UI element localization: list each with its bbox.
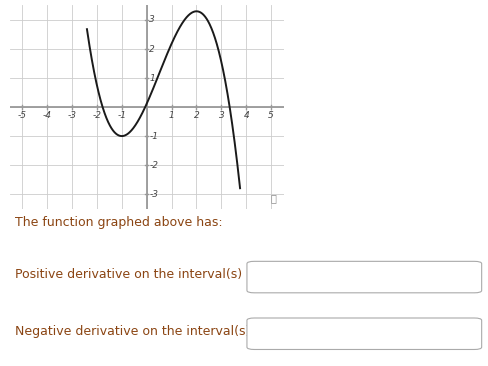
Text: 5: 5 bbox=[268, 111, 273, 120]
Text: Positive derivative on the interval(s): Positive derivative on the interval(s) bbox=[15, 268, 241, 281]
Text: -4: -4 bbox=[42, 111, 52, 120]
Text: -2: -2 bbox=[92, 111, 101, 120]
Text: -5: -5 bbox=[18, 111, 27, 120]
Text: Negative derivative on the interval(s): Negative derivative on the interval(s) bbox=[15, 325, 249, 338]
FancyBboxPatch shape bbox=[246, 261, 481, 293]
Text: 1: 1 bbox=[149, 74, 155, 83]
Text: The function graphed above has:: The function graphed above has: bbox=[15, 217, 222, 229]
Text: 1: 1 bbox=[168, 111, 174, 120]
Text: -3: -3 bbox=[67, 111, 76, 120]
Text: 2: 2 bbox=[149, 45, 155, 53]
Text: -1: -1 bbox=[149, 131, 158, 141]
Text: -2: -2 bbox=[149, 161, 158, 169]
Text: 🔍: 🔍 bbox=[270, 193, 276, 203]
Text: 3: 3 bbox=[149, 15, 155, 25]
Text: 4: 4 bbox=[243, 111, 249, 120]
FancyBboxPatch shape bbox=[246, 318, 481, 350]
Text: -3: -3 bbox=[149, 190, 158, 199]
Text: -1: -1 bbox=[117, 111, 126, 120]
Text: 2: 2 bbox=[193, 111, 199, 120]
Text: 3: 3 bbox=[218, 111, 224, 120]
